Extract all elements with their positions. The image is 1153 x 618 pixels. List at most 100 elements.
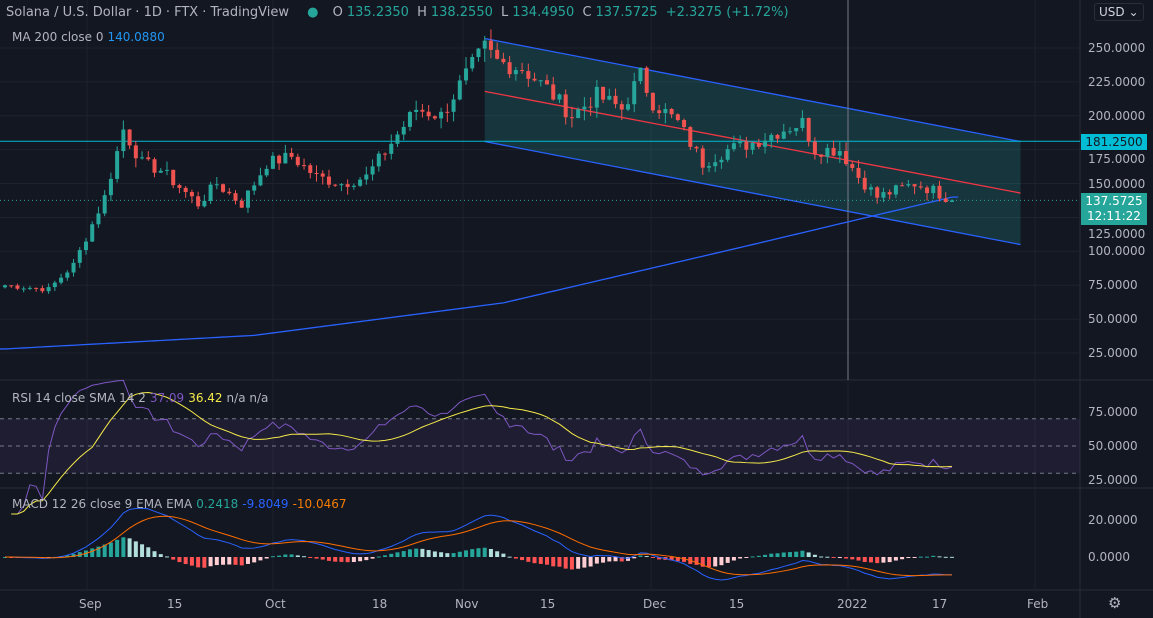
- candle-body: [376, 153, 381, 167]
- candle-body: [582, 106, 587, 110]
- candle-body: [495, 49, 500, 59]
- candle-body: [601, 86, 606, 100]
- candle-body: [526, 71, 531, 79]
- macd-histogram-bar: [675, 557, 680, 562]
- time-tick: Oct: [265, 597, 286, 611]
- candle-body: [781, 131, 786, 139]
- macd-histogram-bar: [931, 555, 936, 557]
- macd-histogram-bar: [414, 548, 419, 557]
- candle-body: [289, 152, 294, 157]
- currency-select[interactable]: USD ⌄: [1094, 3, 1144, 21]
- macd-legend[interactable]: MACD 12 26 close 9 EMA EMA 0.2418 -9.8049-…: [12, 497, 351, 511]
- candle-body: [83, 241, 88, 251]
- macd-histogram-bar: [389, 553, 394, 557]
- macd-histogram-bar: [432, 551, 437, 557]
- candle-body: [700, 148, 705, 168]
- price-tick: 175.0000: [1088, 152, 1146, 166]
- candle-body: [887, 192, 892, 195]
- candle-body: [806, 117, 811, 142]
- macd-histogram-bar: [850, 557, 855, 560]
- macd-histogram-bar: [787, 552, 792, 557]
- time-tick: 2022: [837, 597, 868, 611]
- macd-histogram-bar: [588, 557, 593, 567]
- macd-histogram-bar: [763, 554, 768, 557]
- candle-body: [812, 141, 817, 155]
- macd-line: [4, 507, 952, 581]
- candle-body: [545, 80, 550, 85]
- candle-body: [414, 109, 419, 113]
- macd-histogram-bar: [906, 557, 911, 559]
- candle-body: [270, 155, 275, 169]
- macd-histogram-bar: [376, 556, 381, 558]
- candle-body: [351, 185, 356, 187]
- candle-body: [819, 154, 824, 157]
- candle-body: [750, 142, 755, 150]
- symbol-name: Solana / U.S. Dollar: [6, 5, 132, 20]
- macd-histogram-bar: [464, 550, 469, 557]
- macd-histogram-bar: [520, 557, 525, 561]
- macd-histogram-bar: [694, 557, 699, 565]
- macd-histogram-bar: [644, 556, 649, 558]
- candle-body: [912, 184, 917, 187]
- macd-histogram-bar: [96, 546, 101, 557]
- candle-body: [9, 285, 14, 287]
- candle-body: [775, 134, 780, 139]
- macd-histogram-bar: [495, 551, 500, 557]
- macd-signal-value: -10.0467: [292, 497, 347, 511]
- high-value: 138.2550: [430, 5, 493, 20]
- macd-histogram-bar: [812, 554, 817, 557]
- candle-body: [333, 184, 338, 186]
- macd-histogram-bar: [488, 548, 493, 557]
- price-tick: 125.0000: [1088, 227, 1146, 241]
- candle-body: [862, 177, 867, 190]
- ma-legend[interactable]: MA 200 close 0 140.0880: [12, 30, 169, 44]
- candle-body: [675, 114, 680, 121]
- candle-body: [245, 190, 250, 208]
- candle-body: [706, 166, 711, 168]
- settings-gear-icon[interactable]: ⚙: [1108, 594, 1122, 612]
- close-value: 137.5725: [595, 5, 658, 20]
- candle-body: [949, 200, 954, 202]
- candle-body: [563, 94, 568, 118]
- macd-histogram-bar: [227, 557, 232, 565]
- macd-histogram-bar: [152, 551, 157, 557]
- macd-histogram-bar: [862, 557, 867, 563]
- candle-body: [850, 164, 855, 169]
- macd-histogram-bar: [133, 541, 138, 557]
- macd-histogram-bar: [532, 557, 537, 564]
- macd-histogram-bar: [283, 554, 288, 557]
- macd-histogram-bar: [937, 556, 942, 558]
- candle-body: [15, 285, 20, 289]
- macd-histogram-bar: [407, 549, 412, 557]
- interval[interactable]: 1D: [143, 5, 162, 20]
- time-tick: Nov: [455, 597, 479, 611]
- macd-histogram-bar: [526, 557, 531, 562]
- exchange: FTX: [174, 5, 199, 20]
- macd-histogram-bar: [912, 557, 917, 558]
- candle-body: [663, 108, 668, 114]
- candle-body: [227, 191, 232, 194]
- candle-body: [345, 184, 350, 187]
- channel-lower-line: [484, 140, 1021, 246]
- candle-body: [513, 70, 518, 75]
- candle-body: [115, 151, 120, 179]
- macd-histogram-bar: [557, 557, 562, 567]
- candle-body: [295, 156, 300, 166]
- candle-body: [482, 40, 487, 49]
- candle-body: [769, 134, 774, 141]
- time-tick: Feb: [1027, 597, 1049, 611]
- macd-histogram-bar: [308, 557, 313, 558]
- candle-body: [146, 157, 151, 160]
- rsi-legend[interactable]: RSI 14 close SMA 14 2 37.09 36.42 n/a n/a: [12, 391, 272, 405]
- macd-histogram-bar: [613, 557, 618, 562]
- macd-histogram-bar: [420, 548, 425, 557]
- candle-body: [731, 143, 736, 150]
- candle-body: [713, 162, 718, 167]
- candle-body: [264, 168, 269, 176]
- candle-body: [239, 200, 244, 208]
- macd-histogram-bar: [837, 557, 842, 558]
- candle-body: [196, 196, 201, 207]
- macd-histogram-bar: [825, 556, 830, 558]
- macd-histogram-bar: [115, 539, 120, 557]
